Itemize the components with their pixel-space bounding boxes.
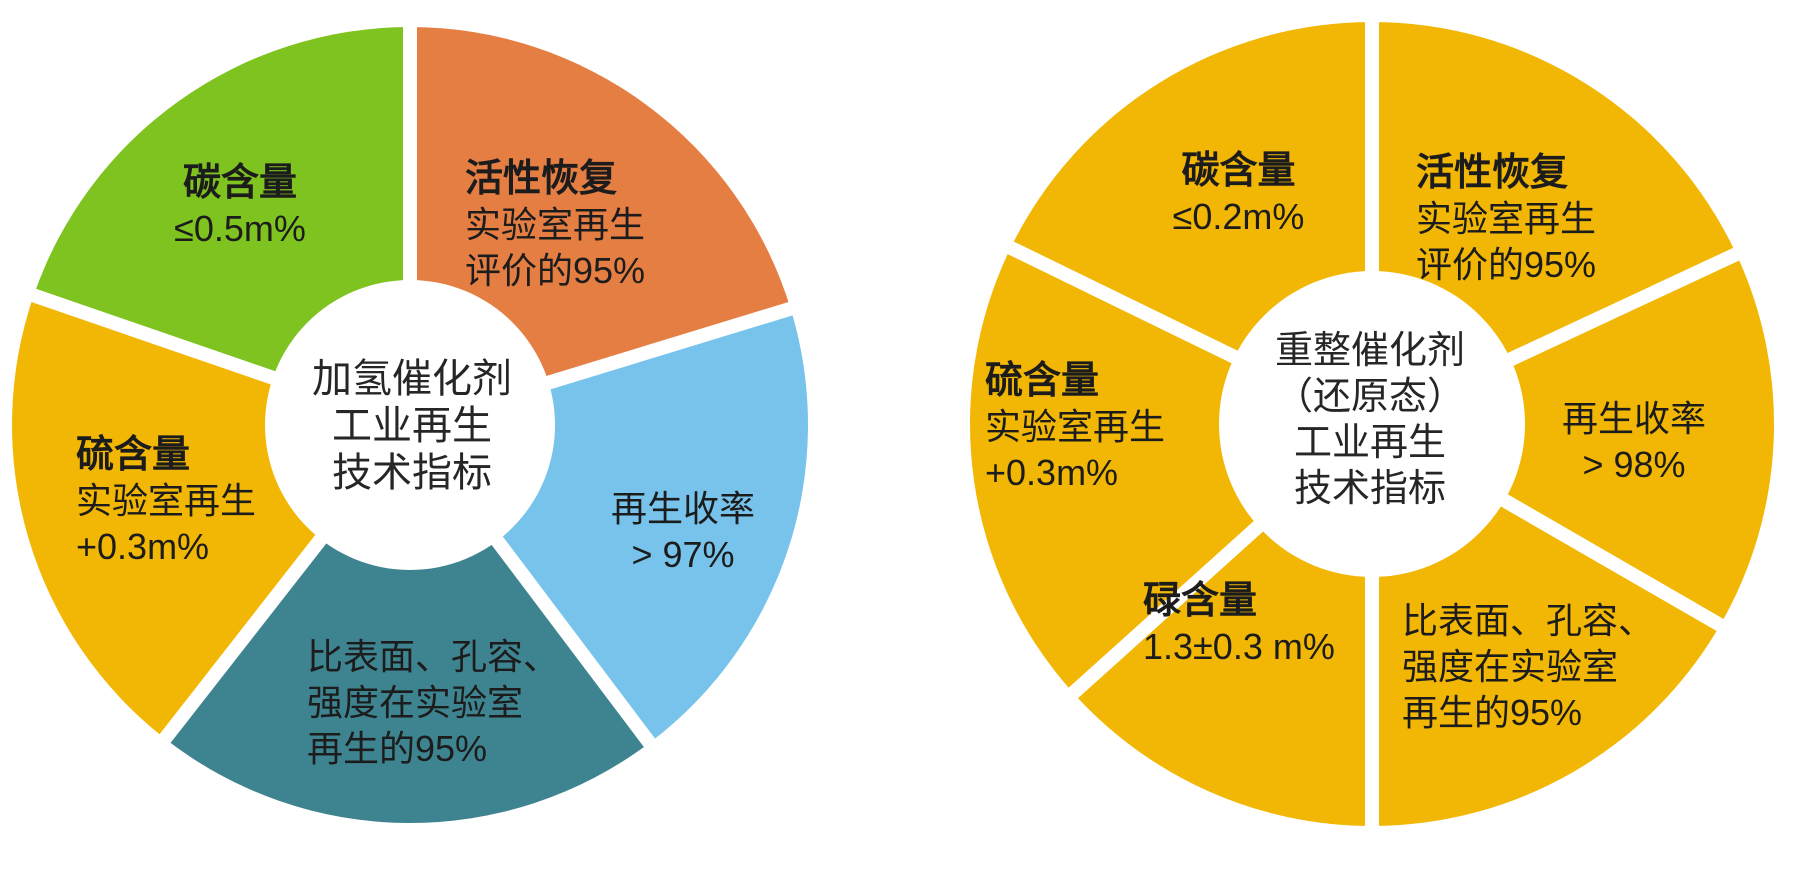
donut-center-circle <box>265 280 555 570</box>
segment-surface-pore-strength <box>164 425 650 823</box>
donut-hydrogenation-catalyst <box>12 27 809 823</box>
segment-sulfur-content <box>970 247 1372 693</box>
donut-reforming-catalyst <box>970 22 1774 826</box>
donut-center-circle <box>1219 271 1525 577</box>
segment-regen-yield <box>1372 254 1774 625</box>
